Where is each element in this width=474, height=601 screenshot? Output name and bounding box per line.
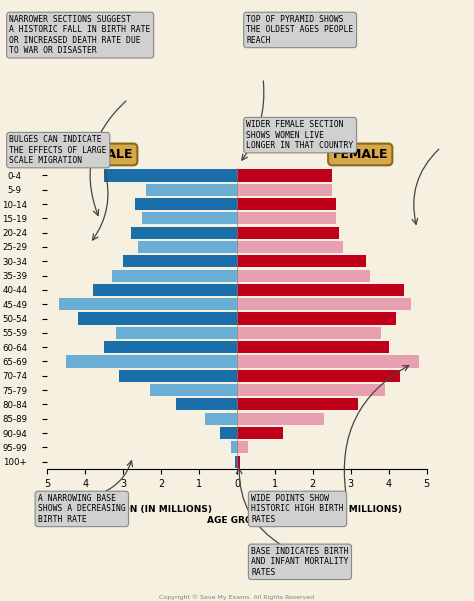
Bar xyxy=(66,355,237,368)
Bar xyxy=(237,269,370,282)
Text: BULGES CAN INDICATE
THE EFFECTS OF LARGE
SCALE MIGRATION: BULGES CAN INDICATE THE EFFECTS OF LARGE… xyxy=(9,135,107,165)
Bar xyxy=(237,212,336,224)
Text: AGE GROUP: AGE GROUP xyxy=(207,516,267,525)
Bar xyxy=(237,398,358,410)
Bar xyxy=(237,255,366,267)
Text: Copyright © Save My Exams. All Rights Reserved: Copyright © Save My Exams. All Rights Re… xyxy=(159,594,315,600)
Bar xyxy=(237,413,324,425)
Bar xyxy=(237,198,336,210)
Bar xyxy=(237,355,419,368)
Bar xyxy=(237,227,339,239)
Bar xyxy=(237,370,400,382)
Text: A NARROWING BASE
SHOWS A DECREASING
BIRTH RATE: A NARROWING BASE SHOWS A DECREASING BIRT… xyxy=(38,494,126,524)
Bar xyxy=(237,456,240,468)
Text: WIDE POINTS SHOW
HISTORIC HIGH BIRTH
RATES: WIDE POINTS SHOW HISTORIC HIGH BIRTH RAT… xyxy=(251,494,344,524)
Bar xyxy=(112,269,237,282)
Text: POPULATION (IN MILLIONS): POPULATION (IN MILLIONS) xyxy=(262,505,402,513)
Bar xyxy=(235,456,237,468)
Bar xyxy=(104,341,237,353)
Bar xyxy=(131,227,237,239)
Bar xyxy=(142,212,237,224)
Bar xyxy=(237,441,248,453)
Text: WIDER FEMALE SECTION
SHOWS WOMEN LIVE
LONGER IN THAT COUNTRY: WIDER FEMALE SECTION SHOWS WOMEN LIVE LO… xyxy=(246,120,354,150)
Bar xyxy=(237,169,332,182)
Bar xyxy=(116,327,237,339)
Bar xyxy=(237,241,343,253)
Bar xyxy=(237,427,283,439)
Text: MALE: MALE xyxy=(94,148,133,161)
Bar xyxy=(237,284,404,296)
Bar xyxy=(237,327,381,339)
Bar xyxy=(237,298,411,310)
Bar xyxy=(59,298,237,310)
Bar xyxy=(135,198,237,210)
Bar xyxy=(231,441,237,453)
Bar xyxy=(220,427,237,439)
Bar xyxy=(237,341,389,353)
Bar xyxy=(138,241,237,253)
Bar xyxy=(146,184,237,196)
Text: BASE INDICATES BIRTH
AND INFANT MORTALITY
RATES: BASE INDICATES BIRTH AND INFANT MORTALIT… xyxy=(251,547,349,577)
Bar xyxy=(78,313,237,325)
Bar xyxy=(205,413,237,425)
Bar xyxy=(237,313,396,325)
Bar xyxy=(237,184,332,196)
Text: NARROWER SECTIONS SUGGEST
A HISTORIC FALL IN BIRTH RATE
OR INCREASED DEATH RATE : NARROWER SECTIONS SUGGEST A HISTORIC FAL… xyxy=(9,15,151,55)
Text: TOP OF PYRAMID SHOWS
THE OLDEST AGES PEOPLE
REACH: TOP OF PYRAMID SHOWS THE OLDEST AGES PEO… xyxy=(246,15,354,45)
Bar xyxy=(93,284,237,296)
Bar xyxy=(123,255,237,267)
Text: FEMALE: FEMALE xyxy=(332,148,388,161)
Bar xyxy=(150,384,237,396)
Bar xyxy=(176,398,237,410)
Text: POPULATION (IN MILLIONS): POPULATION (IN MILLIONS) xyxy=(72,505,212,513)
Bar xyxy=(104,169,237,182)
Bar xyxy=(237,384,385,396)
Bar xyxy=(119,370,237,382)
